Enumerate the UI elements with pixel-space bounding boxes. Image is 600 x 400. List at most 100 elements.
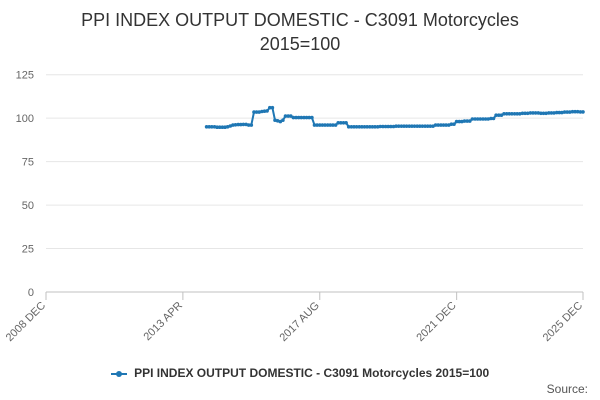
data-point	[262, 109, 267, 113]
y-tick-label: 25	[22, 244, 34, 256]
data-point	[299, 115, 304, 120]
y-tick-label: 0	[28, 287, 34, 299]
data-point	[449, 122, 454, 126]
data-point	[304, 115, 309, 120]
y-tick-label: 100	[16, 113, 34, 125]
y-tick-label: 75	[22, 157, 34, 169]
data-point	[231, 123, 235, 127]
data-point	[549, 111, 554, 115]
legend-swatch	[110, 369, 127, 379]
data-point	[412, 124, 417, 128]
chart-title-line: PPI INDEX OUTPUT DOMESTIC - C3091 Motorc…	[81, 10, 519, 30]
data-point	[552, 111, 556, 115]
data-point	[315, 123, 319, 127]
data-point	[452, 122, 456, 126]
data-point	[341, 121, 346, 125]
data-point	[239, 122, 243, 127]
data-point	[570, 109, 575, 114]
data-point	[204, 125, 209, 129]
data-point	[396, 124, 401, 128]
data-point	[557, 110, 562, 115]
data-point	[328, 123, 333, 127]
data-point	[562, 110, 567, 114]
data-point	[373, 125, 377, 129]
data-point	[462, 119, 467, 123]
data-point	[233, 123, 238, 127]
data-point	[281, 118, 285, 122]
data-point	[547, 111, 551, 115]
series-layer	[204, 105, 585, 129]
data-point	[346, 125, 351, 129]
data-point	[362, 125, 367, 129]
data-point	[575, 109, 580, 114]
data-point	[507, 112, 512, 116]
data-point	[425, 124, 430, 128]
data-point	[436, 123, 441, 127]
data-point	[333, 123, 338, 127]
data-point	[207, 125, 211, 129]
data-point	[275, 119, 280, 123]
x-tick-label: 2021 DEC	[414, 300, 458, 344]
data-point	[533, 111, 538, 115]
data-point	[349, 125, 354, 129]
data-point	[270, 105, 275, 110]
chart-subtitle-line: 2015=100	[259, 34, 341, 54]
data-point	[291, 115, 296, 120]
data-point	[525, 111, 530, 116]
legend[interactable]: PPI INDEX OUTPUT DOMESTIC - C3091 Motorc…	[0, 366, 600, 380]
data-point	[220, 125, 225, 129]
data-point	[568, 110, 572, 114]
data-point	[386, 124, 391, 129]
chart-title: PPI INDEX OUTPUT DOMESTIC - C3091 Motorc…	[0, 8, 600, 56]
data-point	[544, 111, 548, 116]
data-point	[470, 117, 475, 121]
data-point	[260, 109, 264, 114]
y-tick-label: 125	[16, 70, 34, 82]
data-point	[394, 124, 398, 128]
data-point	[352, 125, 356, 129]
data-point	[433, 123, 438, 127]
data-point	[354, 125, 359, 129]
x-tick-label: 2025 DEC	[541, 300, 585, 344]
data-point	[370, 125, 375, 129]
data-point	[483, 117, 488, 121]
data-point	[539, 111, 543, 116]
data-point	[578, 110, 583, 114]
x-axis: 2008 DEC 2013 APR 2017 AUG 2021 DEC 2025 DEC	[4, 291, 585, 344]
source-label: Source:	[546, 382, 588, 396]
data-point	[520, 111, 525, 116]
data-point	[523, 111, 527, 116]
data-point	[236, 122, 240, 127]
data-point	[410, 124, 414, 128]
data-point	[286, 114, 291, 118]
x-tick-label: 2017 AUG	[278, 300, 322, 344]
data-point	[560, 110, 564, 115]
data-point	[249, 123, 254, 127]
data-point	[296, 115, 301, 120]
data-point	[512, 112, 517, 116]
data-point	[510, 112, 514, 116]
data-point	[225, 125, 230, 129]
data-point	[217, 125, 222, 129]
data-point	[339, 121, 343, 125]
data-point	[497, 113, 501, 117]
data-point	[268, 105, 272, 110]
gridlines	[46, 74, 583, 250]
x-tick-label: 2008 DEC	[4, 300, 48, 344]
y-axis: 0 25 50 75 100 125	[16, 70, 34, 299]
data-point	[518, 112, 522, 116]
data-point	[375, 125, 380, 129]
data-point	[441, 123, 446, 127]
data-point	[312, 123, 317, 127]
data-point	[404, 124, 409, 128]
data-point	[415, 124, 420, 128]
data-point	[357, 125, 362, 129]
y-tick-label: 50	[22, 200, 34, 212]
data-point	[294, 115, 298, 120]
data-point	[241, 122, 246, 127]
data-point	[457, 119, 462, 124]
data-point	[402, 124, 406, 128]
data-point	[478, 117, 483, 121]
data-point	[360, 125, 364, 129]
data-point	[528, 111, 533, 115]
